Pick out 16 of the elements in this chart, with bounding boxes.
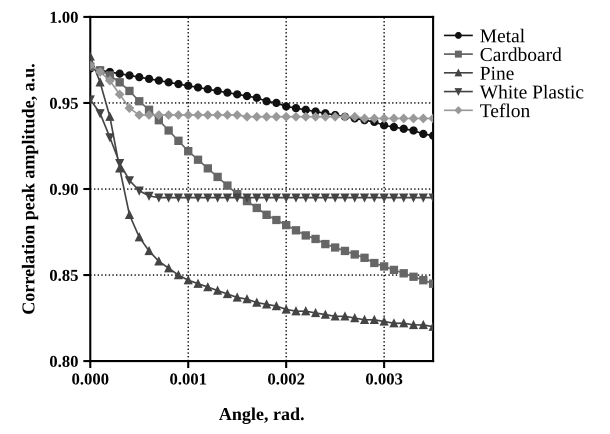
y-tick-label: 0.95 (50, 98, 78, 109)
y-tick-label: 0.80 (50, 356, 78, 368)
x-tick-label: 0.001 (170, 373, 206, 385)
y-tick-label: 1.00 (50, 12, 78, 23)
x-axis-title: Angle, rad. (218, 407, 304, 424)
legend-label: Metal (480, 28, 525, 42)
x-tick-label: 0.000 (72, 373, 108, 385)
y-tick-label: 0.90 (50, 184, 78, 196)
legend-label: Pine (480, 66, 514, 80)
legend-label: Teflon (480, 103, 530, 118)
x-tick-label: 0.002 (268, 373, 304, 385)
legend-label: Cardboard (480, 47, 562, 62)
x-tick-label: 0.003 (366, 373, 402, 385)
legend-label: White Plastic (480, 84, 584, 99)
y-axis-title: Correlation peak amplitude, a.u. (22, 64, 38, 314)
y-tick-label: 0.85 (50, 270, 78, 282)
